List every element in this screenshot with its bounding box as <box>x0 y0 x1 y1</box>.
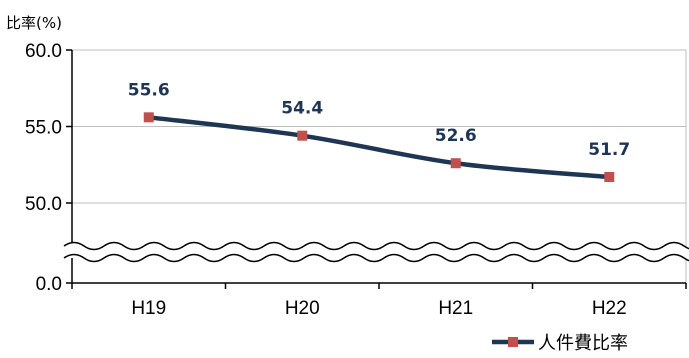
axis-break-mark <box>64 243 689 262</box>
legend-label: 人件費比率 <box>538 333 628 354</box>
y-tick-label: 60.0 <box>25 41 62 62</box>
data-point <box>297 131 307 141</box>
y-tick-label: 50.0 <box>25 194 62 215</box>
y-tick-label: 0.0 <box>36 274 62 295</box>
data-label: 52.6 <box>435 126 477 146</box>
y-tick-label: 55.0 <box>25 118 62 139</box>
x-axis-ticks: H19 H20 H21 H22 <box>72 283 686 319</box>
data-label: 51.7 <box>588 140 630 160</box>
data-label: 55.6 <box>128 80 170 100</box>
x-tick-label: H20 <box>285 298 320 319</box>
x-tick-label: H21 <box>438 298 473 319</box>
series-group <box>144 112 615 182</box>
x-tick-label: H22 <box>592 298 627 319</box>
data-point <box>451 158 461 168</box>
data-point <box>604 172 614 182</box>
y-axis-unit-label: 比率(%) <box>6 14 62 32</box>
legend-marker <box>508 337 518 347</box>
data-label: 54.4 <box>281 99 323 119</box>
data-point <box>144 112 154 122</box>
x-tick-label: H19 <box>131 298 166 319</box>
legend: 人件費比率 <box>492 333 628 354</box>
